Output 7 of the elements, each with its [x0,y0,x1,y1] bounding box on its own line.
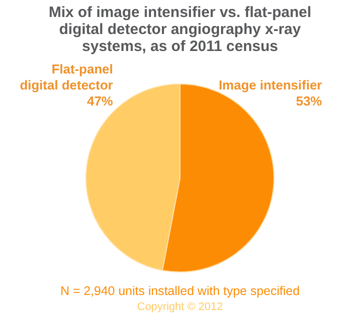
text: Copyright © 2012 [137,301,223,313]
slice-label: Flat-panel digital detector [20,61,113,92]
data-label: 47% [86,93,114,108]
data-label: 53% [296,93,322,108]
slice-label: Image intensifier [218,77,322,92]
chart-title: Mix of image intensifier vs. flat-panel digital detector angiography x-ray systems, as of 2011 census [48,4,312,55]
text: N = 2,940 units installed with type specified [60,284,300,298]
